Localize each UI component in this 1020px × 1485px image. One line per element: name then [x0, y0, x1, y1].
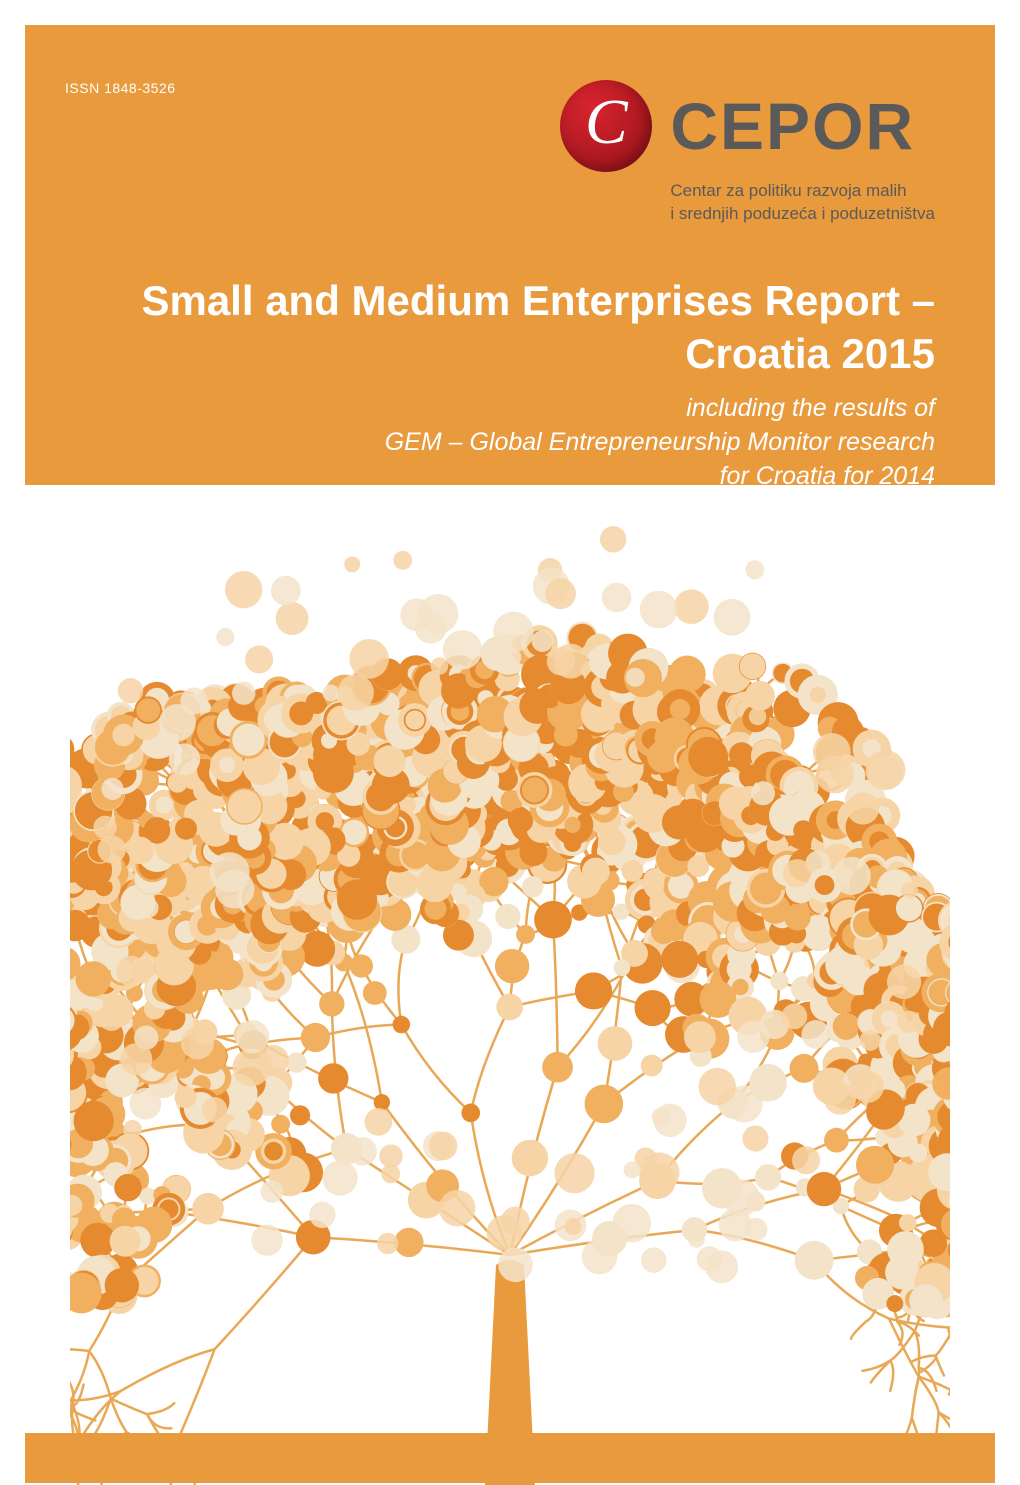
graphic-area — [25, 485, 995, 1483]
title-line-1: Small and Medium Enterprises Report – — [141, 277, 935, 324]
logo-glyph: C — [585, 90, 628, 154]
tree-graphic-icon — [70, 505, 950, 1485]
title-line-2: Croatia 2015 — [685, 330, 935, 377]
subtitle-line-2: GEM – Global Entrepreneurship Monitor re… — [385, 428, 935, 456]
title-block: Small and Medium Enterprises Report – Cr… — [65, 275, 935, 493]
footer-band — [25, 1433, 995, 1483]
logo-block: C CEPOR Centar za politiku razvoja malih… — [560, 80, 935, 226]
logo-subline-1: Centar za politiku razvoja malih — [670, 181, 906, 200]
logo-subline-2: i srednjih poduzeća i poduzetništva — [670, 204, 935, 223]
logo-subtitle: Centar za politiku razvoja malih i sredn… — [670, 180, 935, 226]
page-frame: ISSN 1848-3526 C CEPOR Centar za politik… — [25, 25, 995, 1483]
logo-row: C CEPOR — [560, 80, 915, 172]
logo-wordmark: CEPOR — [670, 93, 915, 159]
logo-medallion-icon: C — [560, 80, 652, 172]
header-band: ISSN 1848-3526 C CEPOR Centar za politik… — [25, 25, 995, 485]
report-subtitle: including the results of GEM – Global En… — [65, 392, 935, 493]
report-title: Small and Medium Enterprises Report – Cr… — [65, 275, 935, 380]
subtitle-line-1: including the results of — [686, 394, 935, 422]
